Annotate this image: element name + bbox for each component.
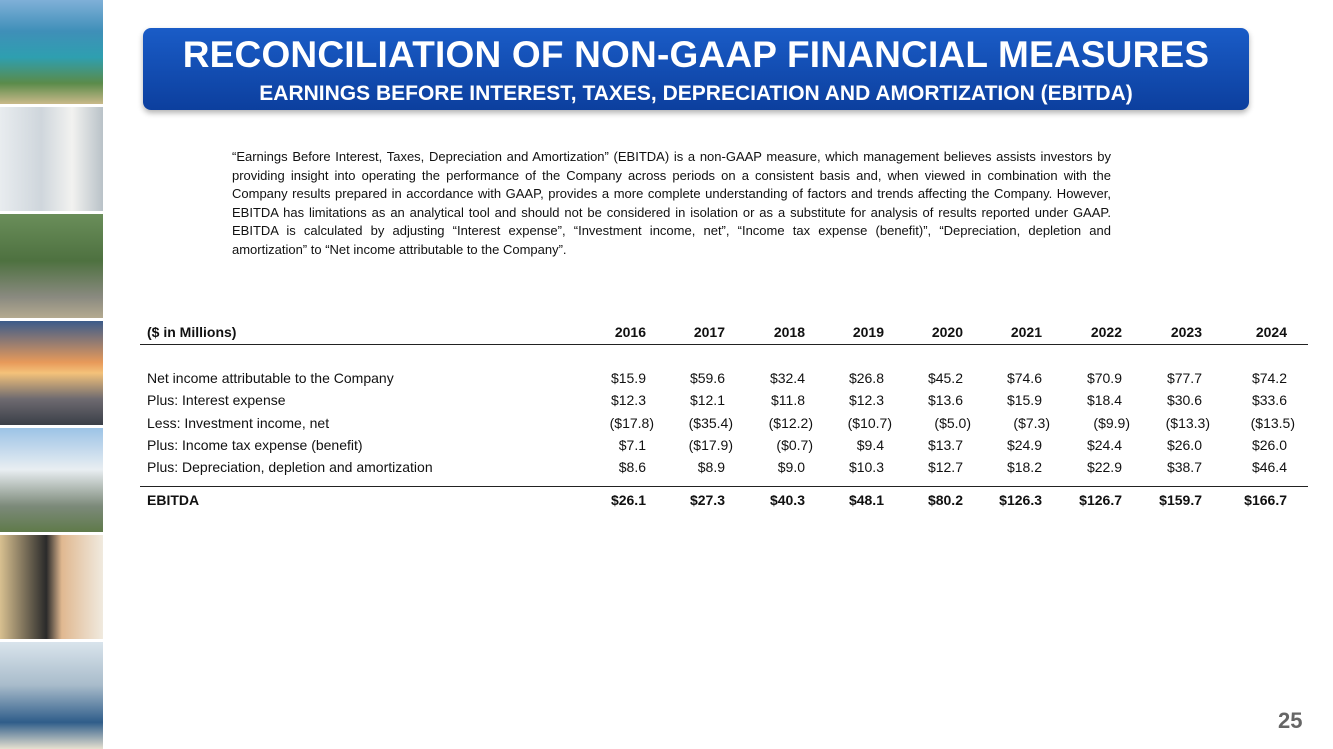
header-value: 2020 xyxy=(931,324,963,340)
row-value: $12.3 xyxy=(848,392,884,409)
row-value: $13.6 xyxy=(927,392,963,409)
row-value: ($5.0) xyxy=(934,414,971,431)
row-value: ($13.3) xyxy=(1165,414,1210,431)
photo-beach xyxy=(0,642,103,749)
row-value: $15.9 xyxy=(1006,392,1042,409)
header-rule xyxy=(140,344,1308,345)
row-value: ($13.5) xyxy=(1250,414,1295,431)
row-value: $26.0 xyxy=(1166,436,1202,453)
row-value: $32.4 xyxy=(769,370,805,386)
row-value: $7.1 xyxy=(618,436,646,453)
header-value: 2016 xyxy=(614,324,646,340)
row-value: $15.9 xyxy=(610,370,646,386)
row-value: $18.4 xyxy=(1086,392,1122,409)
row-value: $10.3 xyxy=(848,459,884,476)
row-value: ($12.2) xyxy=(768,414,813,431)
header-value: 2024 xyxy=(1255,324,1287,340)
header-value: 2018 xyxy=(773,324,805,340)
row-value: $45.2 xyxy=(927,370,963,386)
header-value: 2021 xyxy=(1010,324,1042,340)
row-value: $9.0 xyxy=(777,459,805,476)
total-value: $27.3 xyxy=(689,492,725,508)
row-value: $8.6 xyxy=(618,459,646,476)
total-value: $48.1 xyxy=(848,492,884,508)
row-value: $9.4 xyxy=(856,436,884,453)
row-value: $12.7 xyxy=(927,459,963,476)
row-value: $22.9 xyxy=(1086,459,1122,476)
row-label: Net income attributable to the Company xyxy=(147,370,394,386)
row-value: ($9.9) xyxy=(1093,414,1130,431)
row-value: ($10.7) xyxy=(847,414,892,431)
total-value: $126.3 xyxy=(999,492,1042,508)
row-value: ($35.4) xyxy=(688,414,733,431)
description: “Earnings Before Interest, Taxes, Deprec… xyxy=(232,149,1111,257)
row-value: $26.8 xyxy=(848,370,884,386)
row-value: $18.2 xyxy=(1006,459,1042,476)
row-value: $59.6 xyxy=(689,370,725,386)
row-value: ($7.3) xyxy=(1013,414,1050,431)
row-value: $12.1 xyxy=(689,392,725,409)
row-value: $30.6 xyxy=(1166,392,1202,409)
photo-house xyxy=(0,428,103,532)
row-value: $74.2 xyxy=(1251,370,1287,386)
total-rule xyxy=(140,486,1308,487)
photo-sunset xyxy=(0,321,103,425)
total-label: EBITDA xyxy=(147,492,200,508)
row-value: $12.3 xyxy=(610,392,646,409)
row-label: Plus: Income tax expense (benefit) xyxy=(147,436,363,453)
row-value: $13.7 xyxy=(927,436,963,453)
header-value: 2022 xyxy=(1090,324,1122,340)
row-value: $24.4 xyxy=(1086,436,1122,453)
row-value: $24.9 xyxy=(1006,436,1042,453)
row-value: $11.8 xyxy=(771,392,805,409)
photo-resort xyxy=(0,0,103,104)
header-value: 2019 xyxy=(852,324,884,340)
row-value: $46.4 xyxy=(1251,459,1287,476)
photo-staff xyxy=(0,535,103,639)
photo-interior xyxy=(0,107,103,211)
photo-bikes xyxy=(0,214,103,318)
row-value: $77.7 xyxy=(1166,370,1202,386)
row-value: $74.6 xyxy=(1006,370,1042,386)
total-value: $166.7 xyxy=(1244,492,1287,508)
total-value: $80.2 xyxy=(927,492,963,508)
subtitle: EARNINGS BEFORE INTEREST, TAXES, DEPRECI… xyxy=(259,82,1133,105)
row-label: Plus: Interest expense xyxy=(147,392,286,409)
row-value: $8.9 xyxy=(697,459,725,476)
total-value: $26.1 xyxy=(610,492,646,508)
title: RECONCILIATION OF NON-GAAP FINANCIAL MEA… xyxy=(182,34,1210,75)
page-number: 25 xyxy=(1278,708,1303,733)
row-value: $33.6 xyxy=(1251,392,1287,409)
total-value: $40.3 xyxy=(769,492,805,508)
row-label: Plus: Depreciation, depletion and amorti… xyxy=(147,459,433,476)
total-value: $159.7 xyxy=(1159,492,1202,508)
title-banner: RECONCILIATION OF NON-GAAP FINANCIAL MEA… xyxy=(143,28,1249,110)
row-value: $70.9 xyxy=(1086,370,1122,386)
total-value: $126.7 xyxy=(1079,492,1122,508)
row-label: Less: Investment income, net xyxy=(147,414,330,431)
header-value: 2023 xyxy=(1170,324,1202,340)
row-value: $26.0 xyxy=(1251,436,1287,453)
row-value: $38.7 xyxy=(1166,459,1202,476)
header-value: 2017 xyxy=(693,324,725,340)
header-label: ($ in Millions) xyxy=(147,324,237,340)
row-value: ($17.8) xyxy=(609,414,654,431)
row-value: ($17.9) xyxy=(688,436,733,453)
row-value: ($0.7) xyxy=(776,436,813,453)
